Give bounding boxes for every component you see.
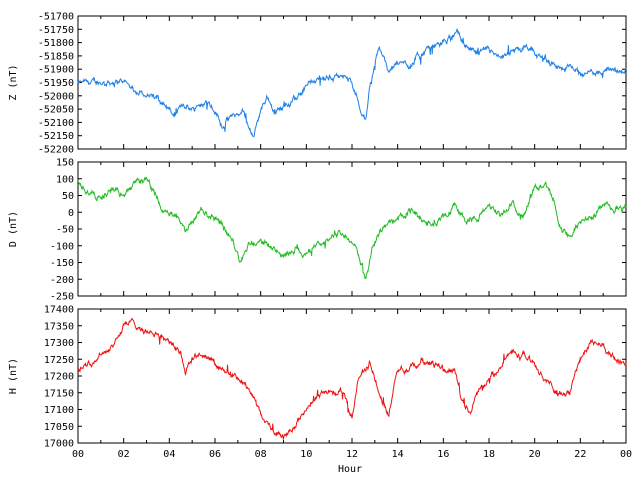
x-tick-label: 10: [300, 449, 312, 460]
y-tick-label: 17150: [44, 388, 74, 399]
x-tick-label: 14: [392, 449, 404, 460]
series-line: [77, 176, 627, 280]
y-tick-label: -50: [56, 225, 74, 236]
y-tick-label: -52200: [38, 145, 74, 156]
y-tick-label: -51850: [38, 51, 74, 62]
y-tick-label: 17200: [44, 372, 74, 383]
x-tick-label: 16: [437, 449, 449, 460]
y-tick-label: 50: [62, 191, 74, 202]
h-panel: 17400 17350 17300 17250 17200 17150 17100 17050…: [8, 305, 632, 476]
x-tick-label: 04: [163, 449, 175, 460]
x-tick-label: 08: [255, 449, 267, 460]
y-tick-label: 17100: [44, 405, 74, 416]
x-axis-title: Hour: [338, 464, 362, 475]
y-tick-label: 17300: [44, 338, 74, 349]
y-tick-label: 150: [56, 158, 74, 169]
y-tick-label: 17400: [44, 305, 74, 316]
y-axis-title: H (nT): [8, 358, 19, 394]
plot-frame: [77, 308, 627, 444]
x-tick-label: 22: [574, 449, 586, 460]
y-tick-label: -150: [50, 258, 74, 269]
y-tick-label: 17250: [44, 355, 74, 366]
y-axis-title: D (nT): [8, 211, 19, 247]
series-line: [77, 28, 627, 138]
x-tick-label: 18: [483, 449, 495, 460]
y-tick-label: -52100: [38, 118, 74, 129]
y-tick-label: -250: [50, 292, 74, 303]
y-tick-label: 17050: [44, 422, 74, 433]
chart-panels: -51700 -51750 -51800 -51850 -51900 -51950 -520…: [8, 12, 632, 476]
y-tick-label: -200: [50, 275, 74, 286]
y-tick-label: 17350: [44, 321, 74, 332]
y-tick-label: 0: [68, 208, 74, 219]
y-tick-label: -52000: [38, 91, 74, 102]
y-tick-label: -100: [50, 241, 74, 252]
y-tick-label: -51900: [38, 65, 74, 76]
y-tick-label: -51700: [38, 12, 74, 23]
y-tick-label: -52150: [38, 131, 74, 142]
y-tick-label: 100: [56, 174, 74, 185]
y-axis-title: Z (nT): [8, 64, 19, 100]
y-tick-label: -51750: [38, 25, 74, 36]
series-line: [77, 317, 627, 441]
d-panel: 150 100 50 0 -50 -100 -150 -200 -250 D (nT): [8, 158, 627, 303]
x-tick-label: 06: [209, 449, 221, 460]
x-tick-label: 00: [620, 449, 632, 460]
x-tick-label: 02: [118, 449, 130, 460]
z-panel: -51700 -51750 -51800 -51850 -51900 -51950 -520…: [8, 12, 627, 156]
plot-frame: [77, 161, 627, 297]
x-tick-label: 20: [529, 449, 541, 460]
y-tick-label: -51950: [38, 78, 74, 89]
x-tick-label: 00: [72, 449, 84, 460]
y-tick-label: -51800: [38, 38, 74, 49]
y-tick-label: 17000: [44, 439, 74, 450]
y-tick-label: -52050: [38, 105, 74, 116]
x-tick-label: 12: [346, 449, 358, 460]
